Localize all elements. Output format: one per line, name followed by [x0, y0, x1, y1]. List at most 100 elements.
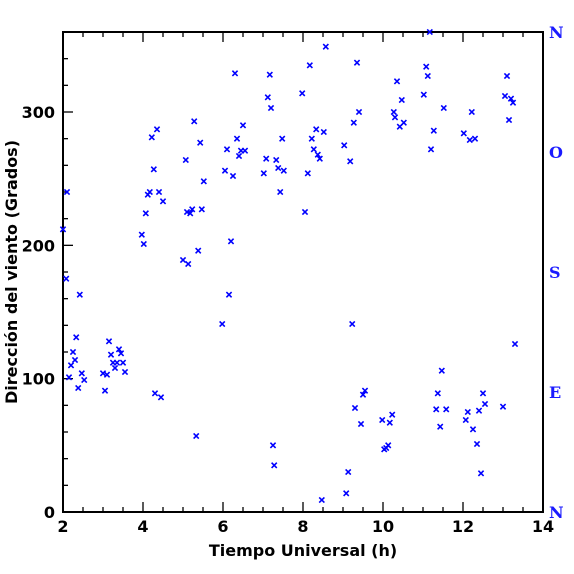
- data-point: [260, 170, 267, 177]
- compass-labels: N E S O N: [549, 23, 564, 522]
- data-point: [390, 108, 397, 116]
- data-point: [63, 275, 70, 282]
- data-point: [308, 135, 315, 142]
- data-point: [107, 351, 115, 358]
- axis-ticks: [62, 31, 544, 513]
- data-point: [273, 156, 280, 164]
- data-point: [361, 387, 369, 394]
- x-tick-label: 8: [297, 517, 308, 536]
- data-point: [117, 350, 125, 357]
- y-tick-labels: 0 100 200 300: [22, 103, 55, 522]
- compass-label: N: [549, 503, 564, 522]
- data-point: [198, 206, 205, 213]
- data-point: [385, 442, 392, 449]
- data-point: [499, 403, 507, 410]
- data-point: [322, 43, 329, 50]
- data-point: [271, 462, 278, 469]
- data-point: [460, 130, 467, 137]
- data-point: [187, 210, 194, 217]
- data-point: [433, 406, 440, 413]
- data-point: [386, 419, 393, 426]
- data-point: [71, 356, 79, 364]
- data-point: [69, 348, 77, 356]
- x-tick-label: 6: [217, 517, 228, 536]
- data-point: [507, 95, 515, 102]
- data-point: [393, 78, 401, 85]
- data-point: [140, 240, 147, 248]
- x-tick-label: 14: [532, 517, 554, 536]
- data-point: [314, 151, 321, 158]
- data-point: [185, 260, 192, 268]
- data-point: [511, 340, 519, 348]
- data-point: [269, 442, 277, 449]
- data-point: [279, 135, 286, 142]
- data-point: [275, 164, 282, 172]
- data-point: [353, 59, 361, 66]
- data-point: [318, 496, 325, 504]
- y-tick-label: 200: [22, 236, 55, 255]
- data-point: [426, 28, 433, 36]
- data-point: [481, 400, 489, 408]
- data-point: [343, 490, 350, 497]
- data-point: [189, 206, 196, 213]
- data-point: [440, 104, 447, 112]
- x-tick-labels: 2 4 6 8 10 12 14: [57, 517, 554, 536]
- data-point: [423, 63, 430, 70]
- data-point: [155, 188, 163, 196]
- data-point: [263, 155, 270, 162]
- x-tick-label: 10: [372, 517, 394, 536]
- data-point: [434, 390, 441, 397]
- data-point: [191, 118, 198, 125]
- x-tick-label: 2: [57, 517, 68, 536]
- y-tick-label: 0: [44, 503, 55, 522]
- data-point: [193, 432, 200, 440]
- data-point: [115, 346, 123, 353]
- data-point: [349, 320, 356, 328]
- data-point: [59, 226, 67, 233]
- data-point: [159, 198, 167, 205]
- data-point: [391, 114, 399, 121]
- data-point: [63, 188, 71, 196]
- data-point: [347, 158, 354, 165]
- data-markers: [59, 28, 519, 504]
- data-point: [306, 62, 313, 69]
- data-point: [146, 188, 153, 196]
- data-point: [503, 72, 511, 80]
- data-point: [437, 423, 444, 430]
- data-point: [466, 136, 473, 144]
- data-point: [105, 338, 113, 345]
- x-axis-label: Tiempo Universal (h): [209, 541, 397, 560]
- data-point: [223, 146, 231, 153]
- data-point: [443, 406, 450, 413]
- data-point: [195, 247, 202, 254]
- data-point: [76, 291, 83, 298]
- compass-label: E: [549, 383, 561, 402]
- data-point: [299, 90, 306, 97]
- data-point: [462, 416, 469, 424]
- y-axis-label: Dirección del viento (Grados): [2, 140, 21, 404]
- data-point: [150, 166, 157, 173]
- data-point: [505, 116, 513, 124]
- data-point: [355, 108, 363, 116]
- plot-frame: [62, 31, 544, 513]
- data-point: [313, 126, 320, 133]
- x-tick-label: 12: [452, 517, 474, 536]
- data-point: [99, 370, 107, 377]
- data-point: [320, 128, 327, 136]
- data-point: [113, 359, 121, 366]
- data-point: [398, 96, 405, 104]
- data-point: [316, 155, 323, 162]
- data-point: [430, 127, 437, 134]
- data-point: [219, 320, 226, 328]
- data-point: [200, 178, 207, 185]
- data-point: [235, 152, 243, 160]
- data-point: [477, 470, 485, 477]
- x-tick-label: 4: [137, 517, 148, 536]
- data-point: [301, 208, 309, 216]
- data-point: [420, 91, 427, 98]
- compass-label: S: [549, 263, 561, 282]
- data-point: [81, 376, 88, 384]
- data-point: [179, 256, 187, 264]
- data-point: [157, 394, 165, 401]
